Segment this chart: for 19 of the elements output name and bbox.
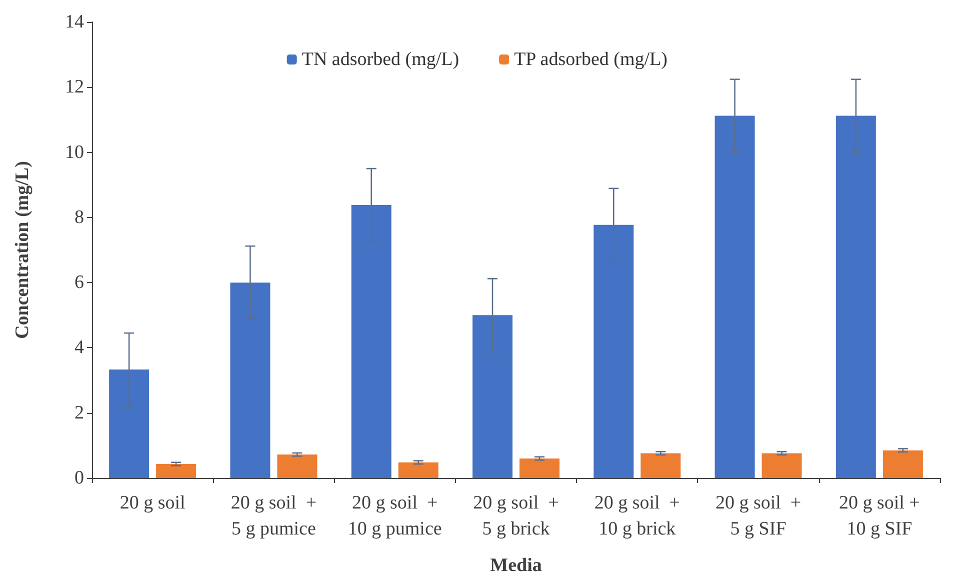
y-tick-label: 6 (74, 272, 84, 294)
x-tick-label: 20 g soil + 10 g SIF (838, 492, 920, 540)
y-tick-label: 10 (65, 142, 84, 163)
y-axis-title: Concentration (mg/L) (12, 161, 33, 339)
y-tick-label: 14 (65, 12, 84, 32)
y-tick-label: 12 (65, 76, 84, 98)
y-tick-label: 2 (74, 402, 84, 424)
y-tick-label: 0 (74, 468, 84, 488)
x-tick-label: 20 g soil + 5 g SIF (715, 492, 802, 540)
legend-label: TN adsorbed (mg/L) (302, 49, 460, 70)
x-tick-label: 20 g soil + 5 g pumice (230, 492, 317, 540)
x-tick-label: 20 g soil + 10 g brick (594, 492, 680, 540)
x-tick-label: 20 g soil (120, 492, 186, 514)
legend-label: TP adsorbed (mg/L) (514, 49, 668, 70)
x-tick-label: 20 g soil + 5 g brick (473, 492, 559, 540)
y-tick-label: 8 (74, 206, 84, 228)
x-axis-title: Media (490, 555, 542, 576)
x-tick-label: 20 g soil + 10 g pumice (348, 492, 442, 540)
y-tick-label: 4 (74, 337, 84, 358)
